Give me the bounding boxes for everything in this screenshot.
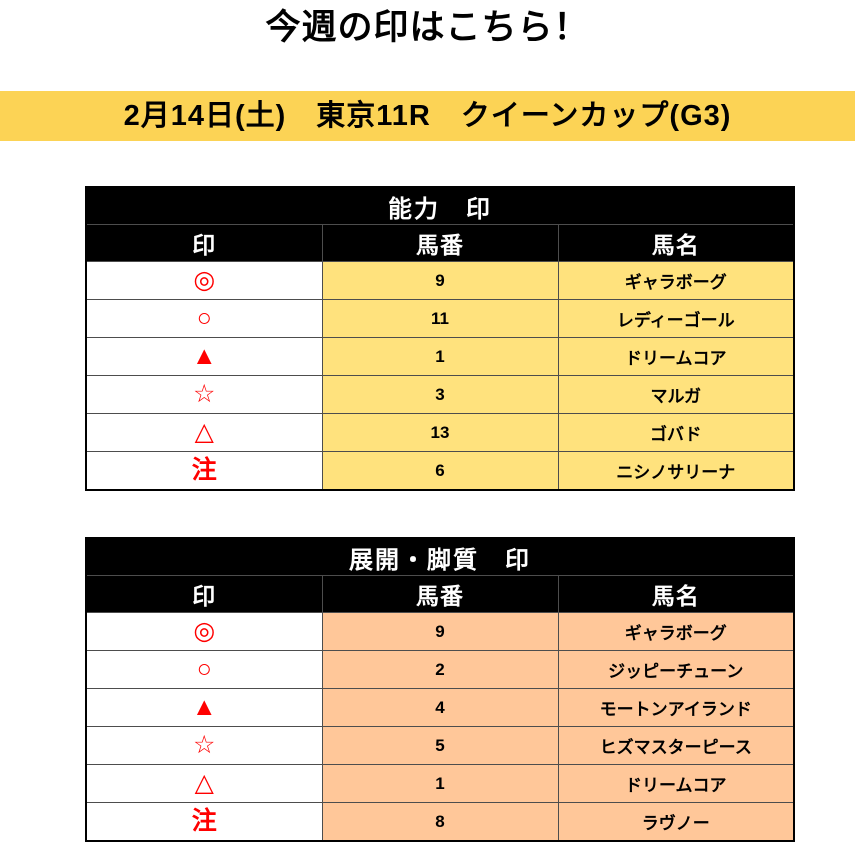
page-title: 今週の印はこちら！: [265, 8, 590, 47]
mark-cell: ▲: [85, 688, 323, 727]
column-header-name: 馬名: [557, 575, 795, 613]
table-row: ○ 2 ジッピーチューン: [85, 650, 795, 689]
column-header-name: 馬名: [557, 224, 795, 262]
table-row: △ 13 ゴバド: [85, 413, 795, 452]
horse-number-cell: 1: [321, 337, 559, 376]
table-row: 注 6 ニシノサリーナ: [85, 451, 795, 491]
mark-cell: ○: [85, 650, 323, 689]
mark-cell: △: [85, 413, 323, 452]
table-title: 展開・脚質 印: [85, 537, 795, 576]
pace-style-marks-table: 展開・脚質 印 印 馬番 馬名 ◎ 9 ギャラボーグ ○ 2 ジッピーチューン …: [85, 537, 795, 842]
mark-cell: ◎: [85, 261, 323, 300]
column-header-row: 印 馬番 馬名: [85, 575, 795, 613]
column-header-number: 馬番: [321, 224, 559, 262]
horse-name-cell: ニシノサリーナ: [557, 451, 795, 491]
column-header-mark: 印: [85, 575, 323, 613]
race-banner: 2月14日(土) 東京11R クイーンカップ(G3): [0, 91, 855, 141]
horse-name-cell: レディーゴール: [557, 299, 795, 338]
mark-cell: △: [85, 764, 323, 803]
horse-number-cell: 13: [321, 413, 559, 452]
mark-cell: ☆: [85, 375, 323, 414]
mark-cell: ○: [85, 299, 323, 338]
table-row: ◎ 9 ギャラボーグ: [85, 612, 795, 651]
horse-name-cell: ラヴノー: [557, 802, 795, 842]
horse-name-cell: マルガ: [557, 375, 795, 414]
horse-number-cell: 5: [321, 726, 559, 765]
table-title-row: 展開・脚質 印: [85, 537, 795, 576]
horse-number-cell: 1: [321, 764, 559, 803]
horse-number-cell: 9: [321, 261, 559, 300]
horse-name-cell: ゴバド: [557, 413, 795, 452]
table-row: 注 8 ラヴノー: [85, 802, 795, 842]
table-row: ○ 11 レディーゴール: [85, 299, 795, 338]
column-header-mark: 印: [85, 224, 323, 262]
table-title: 能力 印: [85, 186, 795, 225]
horse-name-cell: ドリームコア: [557, 764, 795, 803]
mark-cell: ☆: [85, 726, 323, 765]
horse-name-cell: ギャラボーグ: [557, 261, 795, 300]
ability-marks-table: 能力 印 印 馬番 馬名 ◎ 9 ギャラボーグ ○ 11 レディーゴール ▲ 1: [85, 186, 795, 491]
horse-number-cell: 11: [321, 299, 559, 338]
mark-cell: 注: [85, 451, 323, 491]
horse-number-cell: 3: [321, 375, 559, 414]
column-header-row: 印 馬番 馬名: [85, 224, 795, 262]
mark-cell: ▲: [85, 337, 323, 376]
table-row: ☆ 5 ヒズマスターピース: [85, 726, 795, 765]
horse-number-cell: 6: [321, 451, 559, 491]
horse-name-cell: ギャラボーグ: [557, 612, 795, 651]
table-row: △ 1 ドリームコア: [85, 764, 795, 803]
mark-cell: 注: [85, 802, 323, 842]
table-row: ▲ 4 モートンアイランド: [85, 688, 795, 727]
table-row: ☆ 3 マルガ: [85, 375, 795, 414]
horse-name-cell: モートンアイランド: [557, 688, 795, 727]
race-banner-text: 2月14日(土) 東京11R クイーンカップ(G3): [123, 100, 732, 132]
horse-name-cell: ヒズマスターピース: [557, 726, 795, 765]
horse-number-cell: 8: [321, 802, 559, 842]
horse-number-cell: 4: [321, 688, 559, 727]
column-header-number: 馬番: [321, 575, 559, 613]
horse-name-cell: ドリームコア: [557, 337, 795, 376]
mark-cell: ◎: [85, 612, 323, 651]
table-row: ◎ 9 ギャラボーグ: [85, 261, 795, 300]
horse-name-cell: ジッピーチューン: [557, 650, 795, 689]
horse-number-cell: 2: [321, 650, 559, 689]
table-title-row: 能力 印: [85, 186, 795, 225]
table-row: ▲ 1 ドリームコア: [85, 337, 795, 376]
horse-number-cell: 9: [321, 612, 559, 651]
